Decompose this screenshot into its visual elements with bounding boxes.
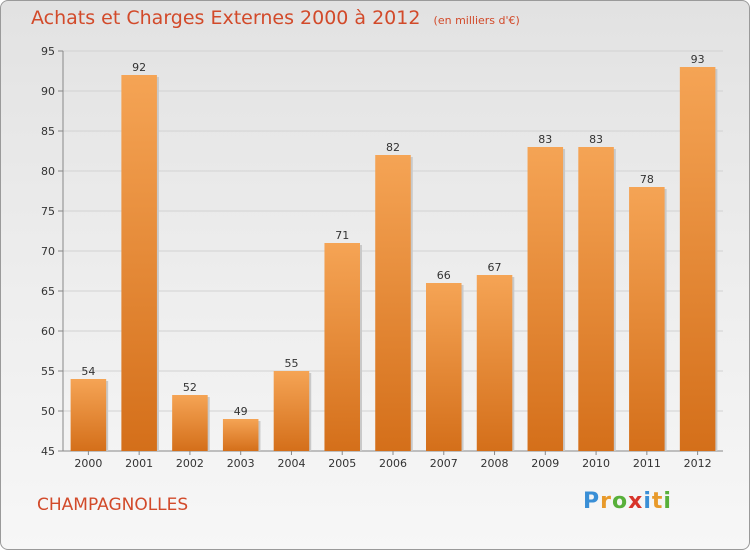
- x-tick-label: 2004: [277, 457, 305, 470]
- x-tick-label: 2009: [531, 457, 559, 470]
- x-tick-label: 2008: [481, 457, 509, 470]
- bar: [476, 275, 513, 451]
- y-tick-label: 60: [41, 325, 55, 338]
- bar-value-label: 54: [81, 365, 95, 378]
- y-tick-label: 55: [41, 365, 55, 378]
- bar: [222, 419, 259, 451]
- bar: [679, 67, 716, 451]
- logo-letter: x: [628, 489, 644, 514]
- x-tick-label: 2003: [227, 457, 255, 470]
- x-tick-label: 2000: [74, 457, 102, 470]
- x-tick-label: 2002: [176, 457, 204, 470]
- bar-value-label: 66: [437, 269, 451, 282]
- bar: [578, 147, 614, 451]
- x-tick-label: 2012: [684, 457, 712, 470]
- bar: [324, 243, 360, 451]
- y-tick-label: 45: [41, 445, 55, 458]
- logo-letter: i: [643, 489, 652, 514]
- bar-value-label: 82: [386, 141, 400, 154]
- x-tick-label: 2006: [379, 457, 407, 470]
- title-text: Achats et Charges Externes 2000 à 2012: [31, 7, 421, 29]
- x-tick-label: 2007: [430, 457, 458, 470]
- bar-value-label: 52: [183, 381, 197, 394]
- bar-value-label: 55: [284, 357, 298, 370]
- bar: [172, 395, 208, 451]
- logo-letter: P: [583, 489, 601, 514]
- y-tick-label: 90: [41, 85, 55, 98]
- x-tick-label: 2010: [582, 457, 610, 470]
- bar-value-label: 71: [335, 229, 349, 242]
- proxiti-logo: Proxiti: [583, 489, 672, 514]
- bar-value-label: 78: [640, 173, 654, 186]
- unit-text: (en milliers d'€): [433, 14, 520, 27]
- logo-letter: o: [611, 489, 629, 514]
- bars: [70, 67, 718, 451]
- commune-name: CHAMPAGNOLLES: [37, 495, 189, 515]
- y-tick-label: 85: [41, 125, 55, 138]
- bar-value-label: 67: [488, 261, 502, 274]
- bar: [273, 371, 310, 451]
- bar-value-label: 83: [538, 133, 552, 146]
- bar: [121, 75, 157, 451]
- logo-letter: i: [663, 489, 672, 514]
- bar: [527, 147, 564, 451]
- x-tick-label: 2001: [125, 457, 153, 470]
- x-tick-label: 2011: [633, 457, 661, 470]
- y-tick-label: 70: [41, 245, 55, 258]
- logo-letter: t: [651, 489, 664, 514]
- y-tick-label: 50: [41, 405, 55, 418]
- x-tick-label: 2005: [328, 457, 356, 470]
- bar-value-label: 93: [691, 53, 705, 66]
- bar: [629, 187, 665, 451]
- bar-value-label: 92: [132, 61, 146, 74]
- logo-letter: r: [600, 489, 612, 514]
- bar: [426, 283, 462, 451]
- labels: 45 50 55 60 65 70 75 80 85 90 95 54 2000 92 2001 52 2002…: [41, 45, 712, 470]
- y-tick-label: 80: [41, 165, 55, 178]
- y-tick-label: 65: [41, 285, 55, 298]
- y-tick-label: 75: [41, 205, 55, 218]
- bar: [70, 379, 107, 451]
- bar-value-label: 83: [589, 133, 603, 146]
- y-tick-label: 95: [41, 45, 55, 58]
- bar-value-label: 49: [234, 405, 248, 418]
- chart-title: Achats et Charges Externes 2000 à 2012 (…: [31, 7, 520, 29]
- bar: [375, 155, 411, 451]
